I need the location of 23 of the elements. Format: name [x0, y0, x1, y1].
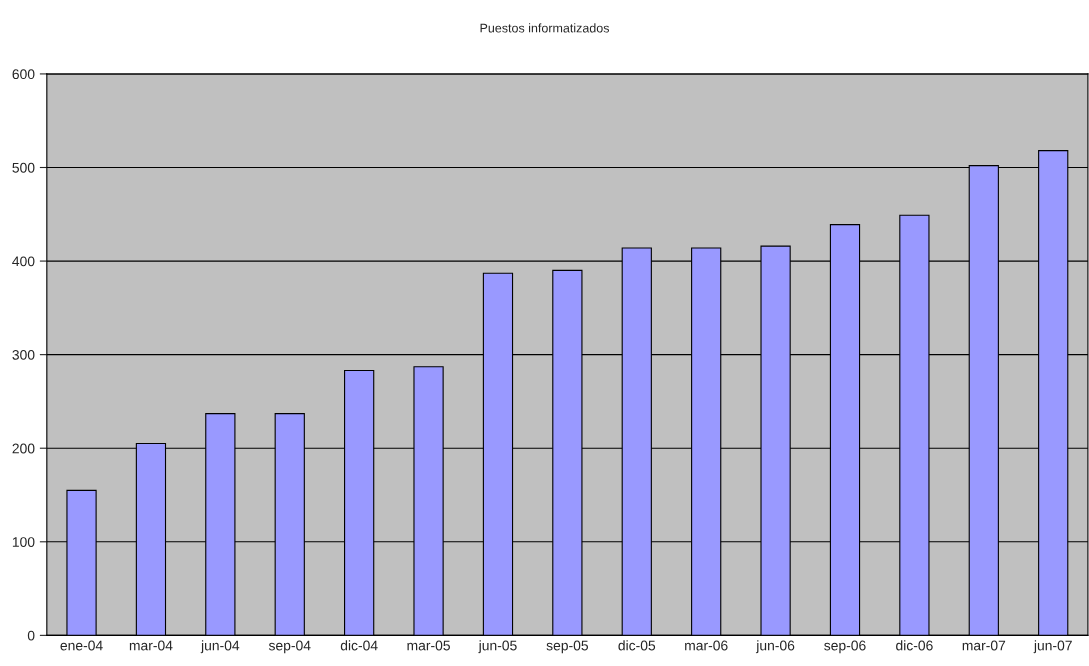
x-tick-label: sep-05: [546, 640, 589, 654]
x-tick-label: sep-06: [824, 640, 866, 654]
y-tick-label: 100: [12, 537, 35, 547]
y-tick-label: 300: [12, 349, 35, 360]
x-tick-label: ene-04: [60, 640, 103, 651]
x-tick-label: jun-04: [200, 640, 240, 654]
chart-title: Puestos informatizados: [480, 23, 610, 33]
x-tick-label: mar-07: [962, 640, 1006, 651]
y-tick-label: 200: [12, 443, 35, 454]
x-tick-label: sep-04: [268, 640, 311, 654]
x-tick-label: jun-06: [755, 640, 795, 654]
y-tick-label: 600: [12, 69, 35, 80]
y-tick-label: 500: [12, 162, 35, 173]
x-tick-label: jun-07: [1033, 640, 1072, 654]
x-tick-label: mar-06: [685, 640, 728, 651]
x-tick-label: dic-04: [340, 640, 378, 651]
x-tick-label: dic-05: [618, 640, 656, 651]
x-tick-label: mar-05: [407, 640, 450, 651]
x-tick-label: mar-04: [129, 640, 173, 651]
y-tick-label: 400: [12, 256, 35, 267]
y-tick-label: 0: [27, 630, 35, 641]
x-tick-label: dic-06: [896, 640, 933, 651]
x-tick-label: jun-05: [478, 640, 517, 654]
